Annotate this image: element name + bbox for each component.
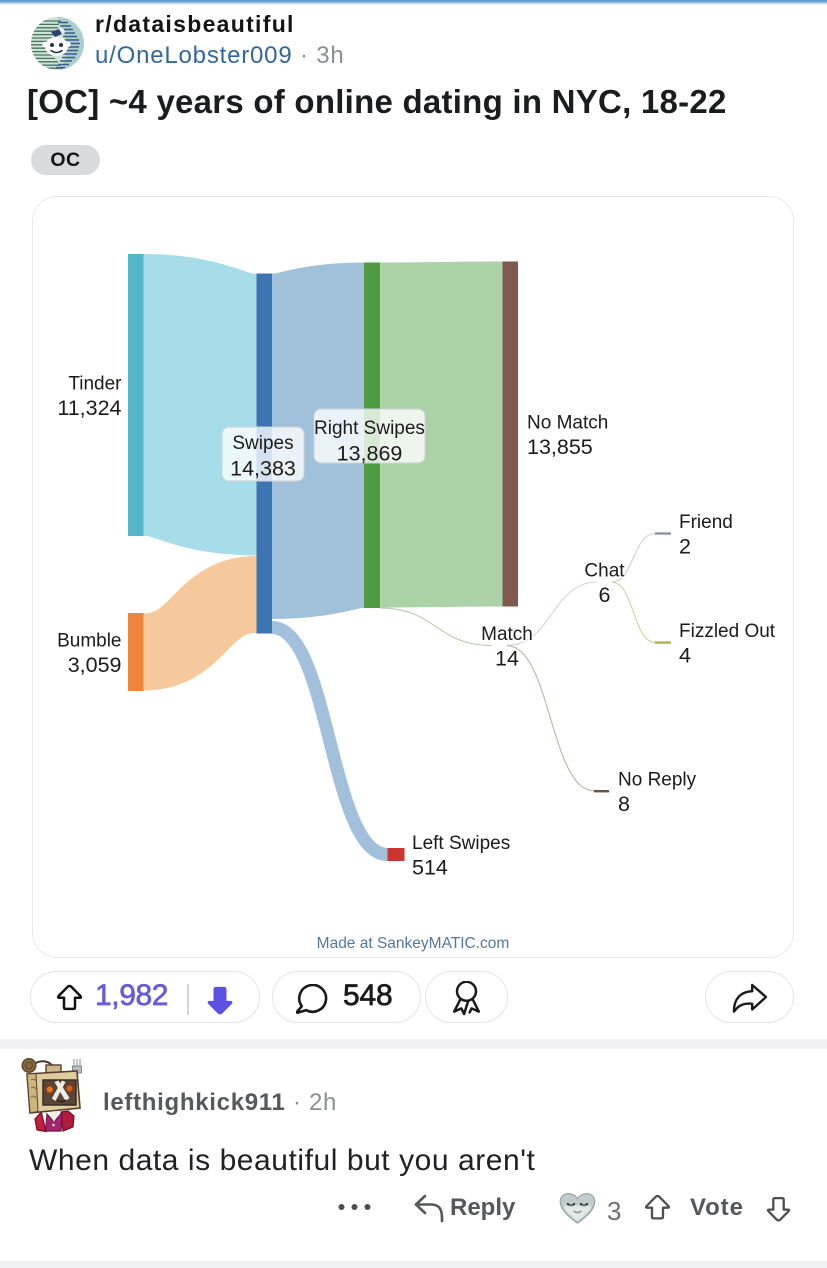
svg-text:14: 14: [495, 646, 519, 670]
svg-text:6: 6: [598, 583, 610, 607]
svg-text:No Reply: No Reply: [618, 769, 697, 790]
svg-text:Chat: Chat: [584, 560, 625, 581]
svg-text:Friend: Friend: [679, 512, 733, 533]
svg-text:8: 8: [618, 792, 630, 816]
svg-text:514: 514: [412, 855, 448, 879]
svg-text:No Match: No Match: [527, 412, 608, 433]
svg-text:Tinder: Tinder: [68, 373, 122, 394]
svg-text:14,383: 14,383: [230, 456, 296, 480]
svg-text:4: 4: [679, 643, 691, 667]
svg-text:11,324: 11,324: [57, 396, 121, 420]
svg-text:Bumble: Bumble: [57, 630, 121, 651]
svg-text:Match: Match: [481, 624, 533, 645]
svg-text:Right Swipes: Right Swipes: [314, 418, 425, 439]
svg-text:13,855: 13,855: [527, 435, 593, 459]
svg-text:3,059: 3,059: [67, 653, 121, 677]
svg-text:Left Swipes: Left Swipes: [412, 833, 510, 854]
svg-text:2: 2: [679, 534, 691, 558]
svg-text:13,869: 13,869: [336, 441, 402, 465]
svg-text:Swipes: Swipes: [232, 433, 293, 454]
svg-text:Fizzled Out: Fizzled Out: [679, 621, 776, 642]
